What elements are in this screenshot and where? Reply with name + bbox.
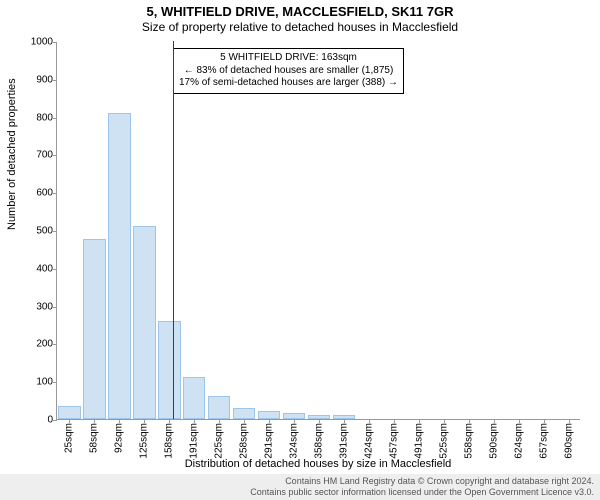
y-tick-mark — [53, 42, 57, 43]
x-tick-label: 291sqm — [264, 423, 275, 459]
bar — [108, 113, 130, 419]
bar — [158, 321, 180, 419]
chart-subtitle: Size of property relative to detached ho… — [0, 20, 600, 34]
bar — [83, 239, 105, 419]
x-tick-label: 58sqm — [89, 423, 100, 453]
bar — [208, 396, 230, 419]
x-tick-label: 491sqm — [413, 423, 424, 459]
x-tick-label: 191sqm — [189, 423, 200, 459]
x-tick-label: 424sqm — [363, 423, 374, 459]
plot-area: 5 WHITFIELD DRIVE: 163sqm ← 83% of detac… — [56, 42, 580, 420]
annotation-line: ← 83% of detached houses are smaller (1,… — [179, 65, 398, 78]
x-tick-label: 391sqm — [338, 423, 349, 459]
reference-line — [173, 41, 174, 419]
bar — [183, 377, 205, 419]
bar — [233, 408, 255, 419]
x-tick-label: 158sqm — [164, 423, 175, 459]
y-tick-mark — [53, 382, 57, 383]
x-tick-label: 358sqm — [314, 423, 325, 459]
y-tick-mark — [53, 344, 57, 345]
x-tick-label: 457sqm — [388, 423, 399, 459]
y-tick-mark — [53, 193, 57, 194]
footer: Contains HM Land Registry data © Crown c… — [0, 474, 600, 500]
bar — [58, 406, 80, 419]
chart-title: 5, WHITFIELD DRIVE, MACCLESFIELD, SK11 7… — [0, 4, 600, 19]
x-tick-label: 558sqm — [463, 423, 474, 459]
x-tick-label: 624sqm — [513, 423, 524, 459]
x-tick-label: 324sqm — [289, 423, 300, 459]
y-tick-mark — [53, 307, 57, 308]
y-tick-mark — [53, 231, 57, 232]
footer-line: Contains HM Land Registry data © Crown c… — [6, 476, 594, 487]
x-tick-label: 657sqm — [538, 423, 549, 459]
y-tick-mark — [53, 80, 57, 81]
footer-line: Contains public sector information licen… — [6, 487, 594, 498]
y-tick-mark — [53, 118, 57, 119]
x-tick-label: 690sqm — [563, 423, 574, 459]
y-tick-mark — [53, 420, 57, 421]
x-tick-label: 590sqm — [488, 423, 499, 459]
x-tick-label: 525sqm — [438, 423, 449, 459]
bar — [133, 226, 155, 419]
y-axis-label: Number of detached properties — [6, 78, 18, 230]
x-tick-label: 92sqm — [114, 423, 125, 453]
y-tick-mark — [53, 269, 57, 270]
x-tick-label: 258sqm — [239, 423, 250, 459]
bar — [258, 411, 280, 419]
y-tick-mark — [53, 155, 57, 156]
annotation-box: 5 WHITFIELD DRIVE: 163sqm ← 83% of detac… — [173, 48, 404, 94]
annotation-line: 5 WHITFIELD DRIVE: 163sqm — [179, 52, 398, 65]
x-tick-label: 225sqm — [214, 423, 225, 459]
annotation-line: 17% of semi-detached houses are larger (… — [179, 77, 398, 90]
x-axis-label: Distribution of detached houses by size … — [56, 458, 580, 470]
x-tick-label: 125sqm — [139, 423, 150, 459]
x-tick-label: 25sqm — [64, 423, 75, 453]
